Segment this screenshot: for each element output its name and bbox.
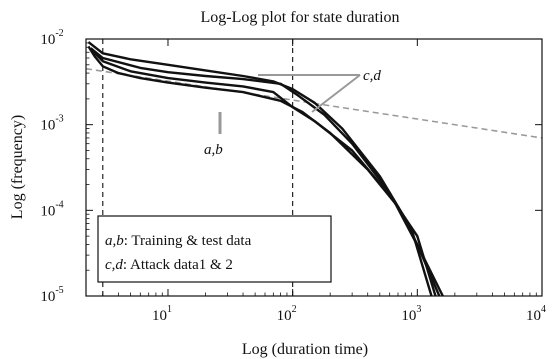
x-tick-label: 104: [526, 304, 546, 324]
annotation-cd-label: c,d: [363, 68, 381, 84]
legend-box: [97, 215, 332, 283]
y-tick-label: 10-5: [40, 285, 63, 305]
legend-entry-cd-ids: c,d: [105, 257, 123, 273]
plot-frame: [85, 38, 543, 297]
legend-entry-ab-text: : Training & test data: [124, 233, 252, 249]
legend: a,b: Training & test data c,d: Attack da…: [97, 215, 332, 283]
chart-title: Log-Log plot for state duration: [200, 9, 399, 26]
series-layer: [87, 41, 444, 297]
annotation-cd: c,d: [258, 68, 381, 113]
y-tick-label: 10-4: [40, 199, 63, 219]
ticks-layer: 101 102 103 104 10-5 10-4 10-3 10-2: [40, 28, 546, 324]
legend-entry-cd: c,d: Attack data1 & 2: [105, 257, 233, 273]
x-tick-label: 102: [277, 304, 297, 324]
y-axis-title: Log (frequency): [9, 115, 26, 219]
x-tick-label: 101: [152, 304, 172, 324]
annotation-ab-label: a,b: [204, 142, 223, 158]
chart-title-text: Log-Log plot for state duration: [200, 9, 399, 26]
y-tick-label: 10-2: [40, 28, 63, 48]
annotation-cd-leader-2: [311, 74, 361, 113]
legend-entry-cd-text: : Attack data1 & 2: [123, 257, 233, 273]
y-tick-label: 10-3: [40, 114, 63, 134]
legend-entry-ab-ids: a,b: [105, 233, 124, 249]
legend-entry-ab: a,b: Training & test data: [105, 233, 252, 249]
annotation-ab: a,b: [204, 112, 223, 158]
x-axis-title: Log (duration time): [242, 341, 368, 358]
series-line-d: [89, 47, 444, 297]
x-tick-label: 103: [401, 304, 421, 324]
series-line-c: [87, 41, 433, 297]
